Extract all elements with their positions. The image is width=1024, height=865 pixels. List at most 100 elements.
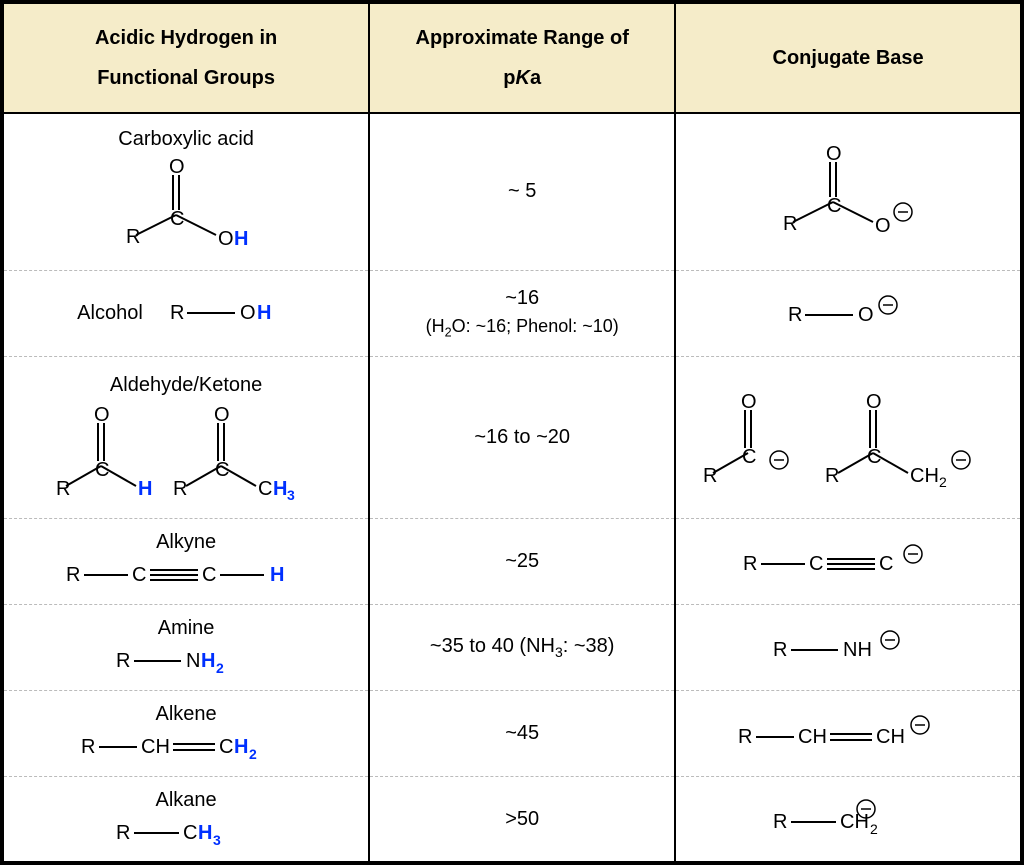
svg-text:R: R <box>788 304 802 326</box>
svg-text:H: H <box>198 822 212 844</box>
svg-text:CH: CH <box>910 465 939 487</box>
svg-text:O: O <box>240 302 256 324</box>
svg-text:2: 2 <box>216 660 224 676</box>
svg-text:H: H <box>201 650 215 672</box>
svg-text:R: R <box>56 478 70 500</box>
group-label: Carboxylic acid <box>8 128 364 151</box>
svg-text:CH: CH <box>840 811 869 833</box>
svg-text:R: R <box>81 736 95 758</box>
svg-text:3: 3 <box>287 487 295 501</box>
svg-text:H: H <box>138 478 152 500</box>
svg-text:C: C <box>95 459 109 481</box>
svg-text:R: R <box>738 726 752 748</box>
group-label: Alkyne <box>8 531 364 554</box>
svg-text:O: O <box>858 304 874 326</box>
svg-text:C: C <box>742 446 756 468</box>
vinyl-anion-structure-icon: R CH CH <box>728 713 968 755</box>
svg-text:C: C <box>827 195 841 217</box>
svg-text:H: H <box>270 564 284 586</box>
col-header-1: Acidic Hydrogen in Functional Groups <box>2 2 369 113</box>
alkane-structure-icon: R C H 3 <box>101 816 271 850</box>
svg-text:O: O <box>218 228 234 250</box>
svg-text:R: R <box>703 465 717 487</box>
svg-text:NH: NH <box>843 639 872 661</box>
svg-text:O: O <box>826 143 842 165</box>
svg-text:CH: CH <box>141 736 170 758</box>
svg-text:H: H <box>273 478 287 500</box>
svg-text:C: C <box>215 459 229 481</box>
group-label: Alkene <box>8 703 364 726</box>
svg-text:H: H <box>234 736 248 758</box>
pka-value: >50 <box>505 808 539 830</box>
row-alkyne: Alkyne R C C H ~25 R C <box>2 519 1022 605</box>
svg-text:O: O <box>169 156 185 178</box>
svg-text:O: O <box>741 391 757 413</box>
svg-text:C: C <box>809 553 823 575</box>
carboxylic-acid-structure-icon: R C O O H <box>106 155 266 255</box>
svg-text:R: R <box>116 650 130 672</box>
svg-text:O: O <box>875 215 891 237</box>
svg-text:2: 2 <box>249 746 257 762</box>
group-label: Aldehyde/Ketone <box>8 374 364 397</box>
svg-text:2: 2 <box>870 821 878 837</box>
header-row: Acidic Hydrogen in Functional Groups App… <box>2 2 1022 113</box>
pka-value: ~16 <box>505 287 539 309</box>
svg-text:C: C <box>867 446 881 468</box>
row-amine: Amine R N H 2 ~35 to 40 (NH3: ~38) R NH <box>2 605 1022 691</box>
svg-text:C: C <box>219 736 233 758</box>
svg-text:C: C <box>879 553 893 575</box>
carboxylate-structure-icon: R C O O <box>763 142 933 242</box>
svg-text:H: H <box>234 228 248 250</box>
svg-text:R: R <box>170 302 184 324</box>
svg-text:C: C <box>170 208 184 230</box>
svg-text:R: R <box>116 822 130 844</box>
svg-text:O: O <box>94 404 110 426</box>
col-header-3: Conjugate Base <box>675 2 1022 113</box>
amide-anion-structure-icon: R NH <box>758 628 938 668</box>
pka-value: ~ 5 <box>508 180 536 202</box>
svg-text:C: C <box>132 564 146 586</box>
svg-text:CH: CH <box>876 726 905 748</box>
group-label: Amine <box>8 617 364 640</box>
group-label: Alkane <box>8 789 364 812</box>
row-alkene: Alkene R CH C H 2 ~45 R CH <box>2 691 1022 777</box>
svg-text:H: H <box>257 302 271 324</box>
svg-text:R: R <box>783 213 797 235</box>
row-carboxylic-acid: Carboxylic acid R C O O H ~ 5 <box>2 113 1022 270</box>
pka-value: ~16 to ~20 <box>474 426 570 448</box>
svg-text:C: C <box>202 564 216 586</box>
svg-text:2: 2 <box>939 474 947 488</box>
pka-table: Acidic Hydrogen in Functional Groups App… <box>0 0 1024 865</box>
svg-text:R: R <box>773 811 787 833</box>
svg-text:C: C <box>183 822 197 844</box>
svg-text:3: 3 <box>213 832 221 848</box>
alkene-structure-icon: R CH C H 2 <box>71 730 301 764</box>
svg-text:N: N <box>186 650 200 672</box>
pka-value: ~45 <box>505 722 539 744</box>
group-label: Alcohol <box>77 302 143 324</box>
acetylide-structure-icon: R C C <box>728 542 968 582</box>
row-alkane: Alkane R C H 3 >50 R CH 2 <box>2 777 1022 863</box>
svg-text:O: O <box>866 391 882 413</box>
svg-text:C: C <box>258 478 272 500</box>
amine-structure-icon: R N H 2 <box>101 644 271 678</box>
pka-value: ~25 <box>505 550 539 572</box>
carbanion-structure-icon: R CH 2 <box>758 798 938 840</box>
alkyne-structure-icon: R C C H <box>56 558 316 592</box>
pka-sub: (H2O: ~16; Phenol: ~10) <box>374 316 670 340</box>
svg-text:R: R <box>743 553 757 575</box>
svg-text:R: R <box>66 564 80 586</box>
svg-text:R: R <box>773 639 787 661</box>
svg-text:CH: CH <box>798 726 827 748</box>
svg-text:R: R <box>173 478 187 500</box>
svg-text:R: R <box>126 226 140 248</box>
col-header-2: Approximate Range of pKa <box>369 2 675 113</box>
pka-value: ~35 to 40 (NH3: ~38) <box>430 635 615 657</box>
row-alcohol: Alcohol R O H ~16 (H2O: ~16; Phenol: ~10… <box>2 270 1022 356</box>
alkoxide-structure-icon: R O <box>773 293 923 333</box>
aldehyde-ketone-structure-icon: R C O H R C O C H 3 <box>46 401 326 501</box>
svg-text:R: R <box>825 465 839 487</box>
alcohol-structure-icon: R O H <box>165 295 295 331</box>
enolate-structure-icon: R C O R C O CH 2 <box>693 388 1003 488</box>
row-aldehyde-ketone: Aldehyde/Ketone R C O H <box>2 356 1022 519</box>
